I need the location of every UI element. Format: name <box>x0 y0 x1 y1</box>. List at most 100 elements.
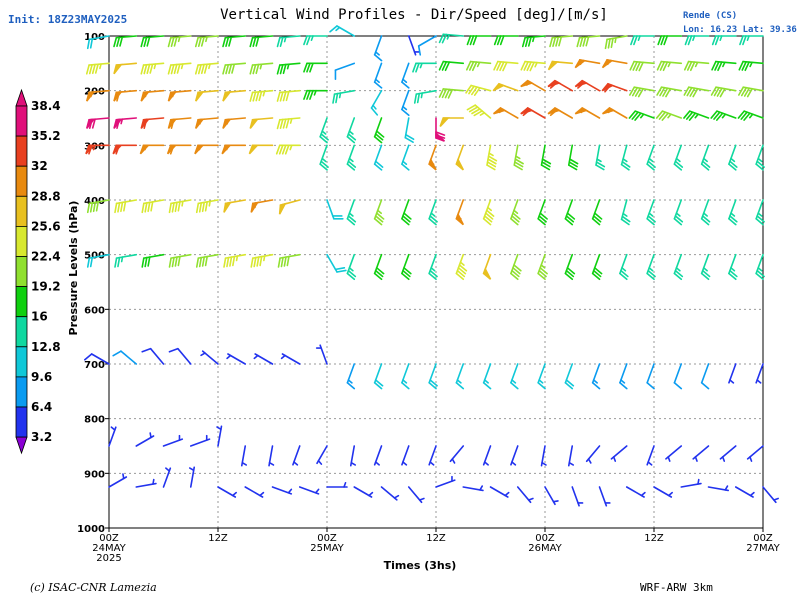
wind-barb <box>86 253 110 268</box>
barb-feather <box>710 86 717 96</box>
barb-feather <box>281 144 287 155</box>
wind-barb <box>428 199 438 226</box>
wind-barb <box>135 432 155 447</box>
wind-barb <box>610 445 628 462</box>
barb-feather <box>112 350 122 357</box>
barb-feather <box>283 256 287 267</box>
colorbar-segment <box>15 376 28 408</box>
barb-half-feather <box>374 51 380 56</box>
barb-shaft <box>646 363 655 384</box>
wind-barb <box>673 199 684 226</box>
barb-feather <box>493 60 499 71</box>
barb-feather <box>686 86 693 97</box>
barb-feather <box>656 60 663 71</box>
barb-feather <box>428 217 437 226</box>
barb-feather <box>595 164 605 171</box>
colorbar-label: 28.8 <box>31 189 61 203</box>
barb-feather <box>496 35 502 46</box>
barb-feather <box>279 118 284 129</box>
barb-half-feather <box>205 36 208 43</box>
barb-half-feather <box>721 113 727 119</box>
wind-barb <box>466 35 492 46</box>
barb-feather <box>285 90 290 102</box>
barb-half-feather <box>667 456 671 462</box>
barb-feather <box>276 36 281 48</box>
wind-barb <box>86 35 110 50</box>
wind-barb <box>250 199 274 213</box>
wind-barb <box>540 144 552 171</box>
barb-half-feather <box>592 379 598 384</box>
barb-feather <box>438 88 445 98</box>
barb-feather <box>564 217 574 226</box>
barb-feather <box>373 81 383 89</box>
barb-feather <box>711 60 717 71</box>
wind-barb <box>585 445 601 464</box>
barb-feather <box>95 201 99 212</box>
barb-half-feather <box>293 461 299 466</box>
barb-feather <box>200 36 205 47</box>
barb-feather <box>373 135 383 144</box>
barb-feather <box>739 35 744 46</box>
wind-barb <box>598 486 611 507</box>
barb-feather <box>591 272 601 281</box>
barb-feather <box>633 35 638 46</box>
barb-feather <box>170 118 175 129</box>
barb-half-feather <box>515 155 521 160</box>
x-tick-date: 27MAY <box>746 543 780 554</box>
barb-feather <box>635 61 641 72</box>
wind-barb <box>455 363 465 390</box>
wind-barb <box>303 35 328 46</box>
wind-barb <box>332 89 356 104</box>
barb-half-feather <box>420 92 424 99</box>
barb-feather <box>523 61 529 71</box>
wind-barb <box>139 144 165 155</box>
barb-half-feather <box>180 63 184 70</box>
wind-barb <box>738 60 764 72</box>
x-tick-label: 00Z <box>535 533 555 544</box>
barb-feather <box>309 89 314 100</box>
barb-half-feather <box>757 212 763 217</box>
colorbar-label: 25.6 <box>31 219 61 233</box>
barb-half-feather <box>675 157 681 163</box>
barb-half-feather <box>418 497 425 501</box>
barb-half-feather <box>479 485 484 491</box>
barb-feather <box>229 256 233 267</box>
barb-feather <box>171 256 175 268</box>
wind-barb <box>465 84 492 96</box>
wind-barb <box>630 35 655 46</box>
barb-feather <box>689 61 696 72</box>
barb-half-feather <box>757 267 763 272</box>
barb-feather <box>169 144 175 155</box>
wind-barb <box>656 86 683 98</box>
wind-barb <box>240 445 247 467</box>
wind-barb <box>194 35 219 48</box>
barb-feather <box>143 118 148 129</box>
barb-feather <box>319 163 328 171</box>
barb-feather <box>374 133 384 141</box>
barb-half-feather <box>730 267 736 272</box>
wind-barb <box>537 363 546 390</box>
barb-feather <box>486 164 496 171</box>
barb-feather <box>170 64 175 75</box>
barb-half-feather <box>511 461 517 466</box>
barb-feather <box>429 379 438 387</box>
barb-feather <box>468 61 475 71</box>
wind-barb <box>482 253 492 280</box>
x-tick-date: 26MAY <box>528 543 562 554</box>
barb-half-feather <box>208 200 211 207</box>
barb-half-feather <box>287 488 293 494</box>
barb-feather <box>566 267 576 275</box>
wind-barb <box>510 253 522 281</box>
barb-feather <box>228 36 233 47</box>
wind-barb <box>466 104 492 119</box>
wind-barb <box>455 253 468 281</box>
wind-barb <box>114 253 138 268</box>
barb-half-feather <box>429 160 435 166</box>
wind-barb <box>113 117 138 129</box>
wind-barb <box>520 107 546 119</box>
wind-barb <box>303 62 328 73</box>
barb-half-feather <box>259 491 265 497</box>
barb-feather <box>276 64 281 75</box>
barb-feather <box>346 135 356 144</box>
barb-feather <box>466 104 476 111</box>
